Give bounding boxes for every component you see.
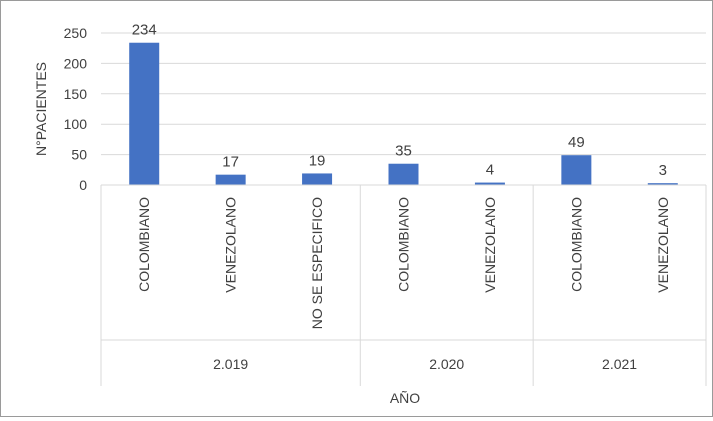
bar xyxy=(388,163,419,185)
data-label: 35 xyxy=(395,143,412,160)
x-group-label: 2.020 xyxy=(429,356,464,372)
y-tick-label: 100 xyxy=(64,116,88,132)
x-category-label: COLOMBIANO xyxy=(136,197,152,292)
y-tick-label: 150 xyxy=(64,86,88,102)
x-group-label: 2.019 xyxy=(213,356,248,372)
x-category-label: VENEZOLANO xyxy=(223,197,239,293)
y-tick-label: 250 xyxy=(64,25,88,41)
x-group-label: 2.021 xyxy=(602,356,637,372)
data-label: 4 xyxy=(486,162,494,179)
bar xyxy=(215,174,246,185)
data-label: 17 xyxy=(222,154,239,171)
bar xyxy=(474,182,505,185)
data-label: 234 xyxy=(132,22,157,39)
x-category-label: NO SE ESPECIFICO xyxy=(309,197,325,329)
y-axis-title: N°PACIENTES xyxy=(33,62,49,156)
bar xyxy=(302,173,333,185)
y-tick-label: 50 xyxy=(71,147,87,163)
x-category-label: VENEZOLANO xyxy=(655,197,671,293)
bar xyxy=(647,183,678,185)
y-tick-label: 0 xyxy=(79,177,87,193)
x-category-label: COLOMBIANO xyxy=(568,197,584,292)
data-label: 3 xyxy=(659,162,667,179)
x-category-label: COLOMBIANO xyxy=(396,197,412,292)
x-category-label: VENEZOLANO xyxy=(482,197,498,293)
bar xyxy=(561,155,592,185)
data-label: 49 xyxy=(568,134,585,151)
x-axis-title: AÑO xyxy=(390,390,420,406)
bar xyxy=(129,42,160,186)
y-tick-label: 200 xyxy=(64,55,88,71)
data-label: 19 xyxy=(309,152,326,169)
